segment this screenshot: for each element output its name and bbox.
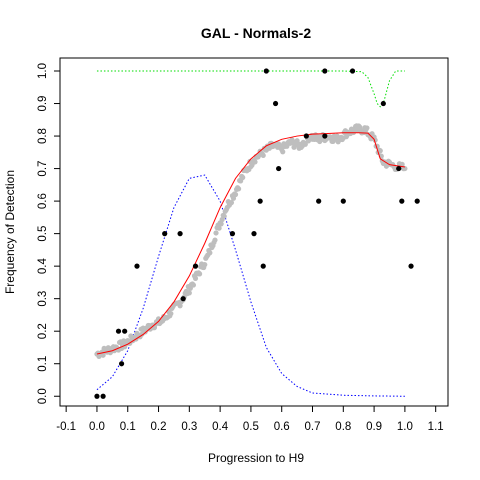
y-tick-label: 0.2 [37, 323, 49, 339]
observed-point [322, 68, 328, 74]
y-tick-label: 0.1 [37, 356, 49, 372]
smoothed-point [302, 141, 308, 147]
smoothed-point [240, 174, 246, 181]
smoothed-point [377, 148, 383, 154]
y-axis: 0.0 0.1 0.2 0.3 0.4 0.5 0.6 0.7 0.8 0.9 1.0 [37, 63, 60, 404]
smoothed-point [402, 165, 408, 172]
smoothed-points-layer [94, 123, 408, 359]
observed-point [251, 231, 257, 237]
smoothed-point [252, 159, 258, 165]
observed-point [118, 361, 125, 367]
observed-point [134, 263, 140, 269]
x-tick-label: 0.1 [120, 421, 136, 433]
y-tick-label: 0.9 [37, 96, 49, 112]
x-tick-label: 1.1 [428, 421, 444, 433]
smoothed-point [216, 225, 222, 231]
observed-points-layer [94, 68, 420, 399]
y-tick-label: 1.0 [37, 63, 49, 79]
x-tick-label: 0.9 [366, 421, 382, 433]
weight-curve-layer [96, 70, 405, 108]
observed-point [408, 263, 414, 269]
y-tick-label: 0.6 [37, 193, 49, 209]
observed-point [229, 231, 236, 237]
smoothed-point [221, 213, 227, 219]
observed-point [100, 393, 106, 399]
observed-point [162, 231, 168, 237]
observed-point [349, 68, 356, 74]
observed-point [303, 133, 309, 139]
smoothed-point [260, 152, 266, 159]
x-axis-label: Progression to H9 [208, 451, 304, 465]
smoothed-point [228, 200, 235, 206]
density-curve-layer [96, 174, 405, 397]
plot-frame [59, 57, 449, 407]
smoothed-point [186, 290, 192, 296]
observed-point [276, 165, 282, 172]
y-tick-label: 0.5 [37, 226, 49, 242]
x-tick-label: 0.2 [151, 421, 167, 433]
observed-point [257, 198, 263, 204]
observed-point [115, 328, 122, 334]
smoothed-point [100, 352, 106, 358]
smoothed-point [399, 161, 405, 168]
observed-point [272, 100, 279, 107]
x-tick-label: 0.7 [305, 421, 321, 433]
observed-point [414, 198, 420, 204]
x-tick-label: 0.6 [274, 421, 290, 433]
fit-curve [96, 132, 405, 355]
smoothed-point [192, 275, 199, 282]
smoothed-point [213, 230, 219, 236]
observed-point [396, 165, 402, 172]
smoothed-point [168, 310, 174, 317]
x-tick-label: 0.3 [181, 421, 197, 433]
smoothed-point [207, 250, 213, 256]
x-tick-label: 0.8 [335, 421, 351, 433]
x-tick-label: 0.4 [212, 421, 229, 433]
y-tick-label: 0.3 [37, 291, 49, 307]
observed-point [322, 133, 328, 139]
smoothed-point [232, 191, 239, 198]
weight-curve [96, 70, 405, 108]
y-tick-label: 0.7 [37, 161, 49, 177]
observed-point [177, 231, 183, 237]
observed-point [399, 198, 405, 204]
smoothed-point [280, 149, 286, 155]
smoothed-point [196, 271, 203, 277]
smoothed-point [364, 125, 370, 131]
x-tick-label: 0.5 [243, 421, 259, 433]
observed-point [94, 393, 100, 399]
observed-point [180, 296, 186, 302]
smoothed-point [202, 262, 208, 268]
smoothed-point [212, 237, 218, 243]
smoothed-point [236, 186, 242, 192]
observed-point [192, 263, 199, 269]
x-axis: -0.1 0.0 0.1 0.2 0.3 0.4 0.5 0.6 0.7 0.8 0.9 1.0 1.1 [56, 406, 444, 433]
x-tick-label: 0.0 [89, 421, 105, 433]
observed-point [263, 68, 269, 74]
y-tick-label: 0.0 [37, 388, 49, 404]
density-curve [96, 174, 405, 397]
smoothed-point [230, 195, 237, 201]
y-tick-label: 0.4 [37, 258, 49, 275]
smoothed-point [190, 282, 197, 288]
y-axis-label: Frequency of Detection [3, 170, 17, 294]
x-tick-label: 1.0 [397, 421, 413, 433]
observed-point [316, 198, 322, 204]
fit-curve-layer [96, 132, 405, 355]
observed-point [340, 198, 346, 204]
observed-point [260, 263, 266, 269]
y-tick-label: 0.8 [37, 128, 49, 144]
x-tick-label: -0.1 [56, 421, 76, 433]
observed-point [122, 328, 128, 334]
smoothed-point [218, 221, 224, 227]
observed-point [380, 100, 386, 107]
chart-title: GAL - Normals-2 [201, 25, 311, 41]
